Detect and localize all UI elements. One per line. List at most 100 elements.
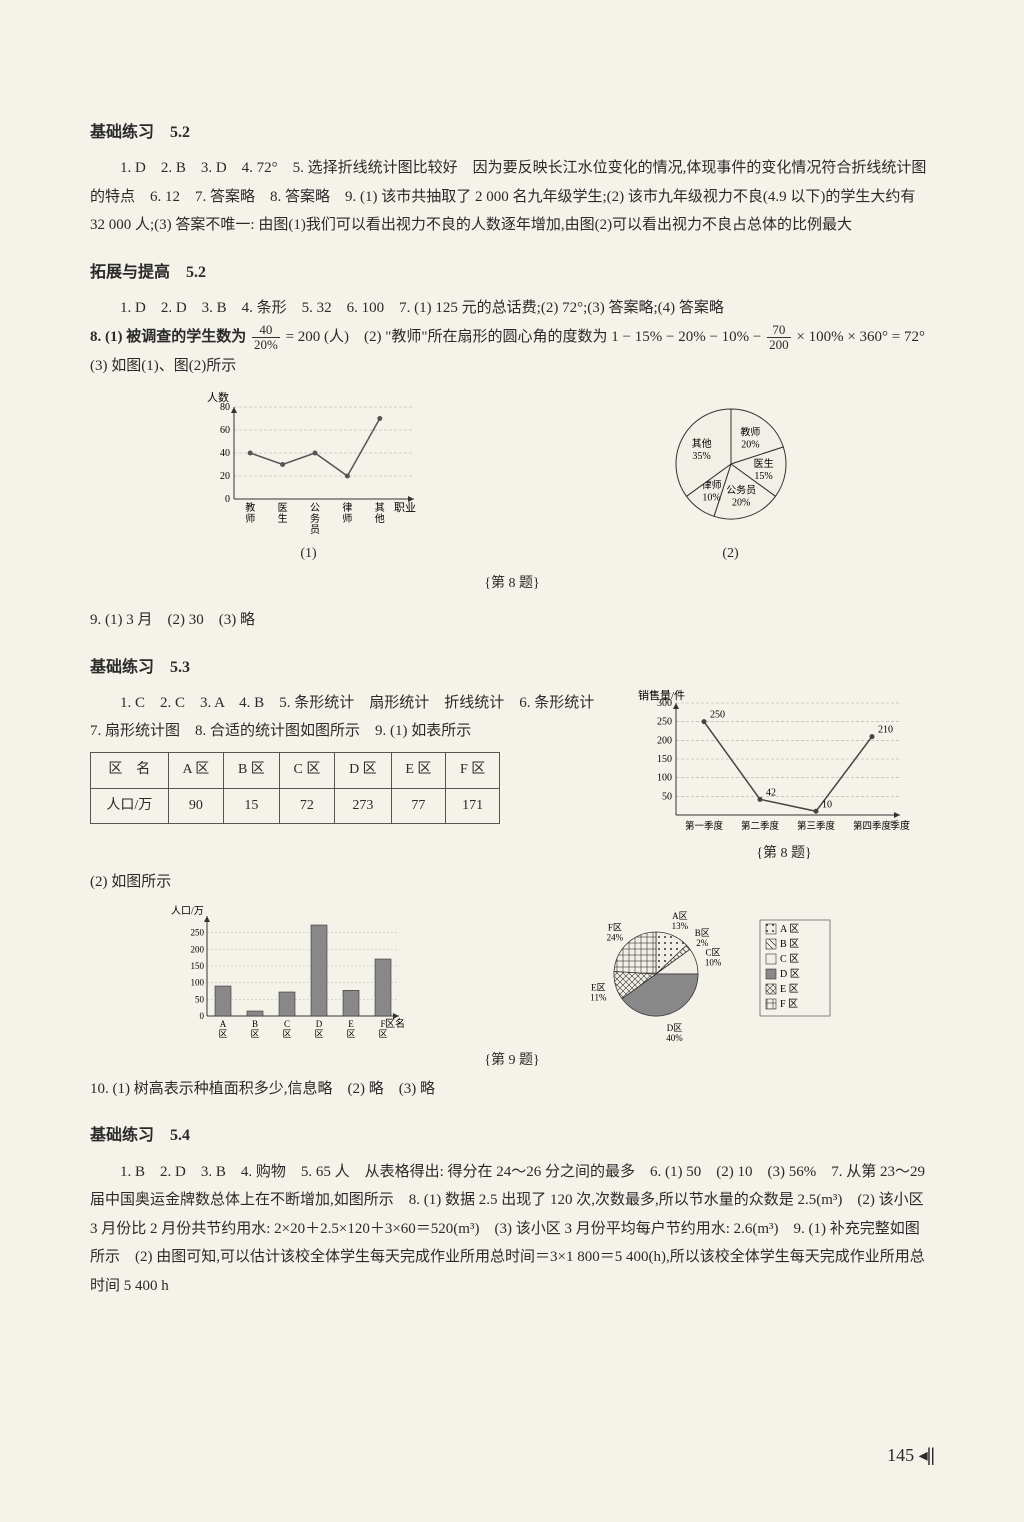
s53-bar-chart: 人口/万050100150200250A区B区C区D区E区F区区名 [169, 904, 409, 1044]
svg-text:10: 10 [822, 799, 832, 810]
svg-text:210: 210 [878, 725, 893, 736]
page-marker-icon: ◂|| [919, 1445, 934, 1465]
svg-text:10%: 10% [704, 958, 721, 968]
svg-text:C 区: C 区 [780, 953, 799, 965]
svg-text:医: 医 [277, 502, 287, 514]
svg-text:60: 60 [220, 425, 230, 436]
fig9-row: 人口/万050100150200250A区B区C区D区E区F区区名 A区13%B… [90, 904, 934, 1044]
fig8-label: {第 8 题} [90, 571, 934, 598]
svg-text:A 区: A 区 [780, 923, 799, 935]
frac-1: 40 20% [252, 323, 280, 353]
q8-piecap: (2) [631, 541, 831, 568]
section-title-5-2: 基础练习 5.2 [90, 118, 934, 148]
svg-text:务: 务 [310, 512, 320, 525]
section-title-t5-2: 拓展与提高 5.2 [90, 258, 934, 288]
svg-text:A区: A区 [672, 911, 688, 921]
s53-right: 销售量/件501001502002503002504210210第一季度第二季度… [634, 689, 934, 868]
q8-pie-chart: 教师20%医生15%公务员20%律师10%其他35% [631, 389, 831, 539]
svg-text:D区: D区 [666, 1023, 682, 1033]
s53-sales-chart: 销售量/件501001502002503002504210210第一季度第二季度… [634, 689, 914, 839]
svg-text:13%: 13% [671, 921, 688, 931]
fig8-row: 人数020406080教师医生公务员律师其他职业 (1) 教师20%医生15%公… [90, 389, 934, 568]
svg-text:0: 0 [225, 494, 230, 505]
svg-text:24%: 24% [606, 932, 623, 942]
svg-text:20%: 20% [732, 497, 750, 508]
svg-text:生: 生 [277, 512, 287, 525]
svg-text:律: 律 [342, 501, 352, 514]
svg-text:250: 250 [657, 717, 672, 728]
svg-text:区: 区 [218, 1029, 227, 1039]
section-5-2-body: 1. D 2. B 3. D 4. 72° 5. 选择折线统计图比较好 因为要反… [90, 154, 934, 240]
svg-text:公务员: 公务员 [726, 483, 756, 496]
t52-line1: 1. D 2. D 3. B 4. 条形 5. 32 6. 100 7. (1)… [90, 294, 934, 323]
section-title-5-4: 基础练习 5.4 [90, 1121, 934, 1151]
svg-text:150: 150 [657, 754, 672, 765]
svg-text:其他: 其他 [691, 437, 711, 450]
svg-text:200: 200 [190, 944, 204, 954]
fig8b-label: {第 8 题} [634, 841, 934, 868]
svg-text:42: 42 [766, 787, 776, 798]
svg-text:150: 150 [190, 961, 204, 971]
page-number: 145 ◂|| [887, 1438, 934, 1472]
svg-text:250: 250 [710, 710, 725, 721]
svg-text:100: 100 [190, 978, 204, 988]
svg-text:E区: E区 [591, 983, 606, 993]
q8-a: 8. (1) 被调查的学生数为 [90, 329, 250, 345]
svg-text:10%: 10% [702, 493, 720, 504]
svg-text:20: 20 [220, 471, 230, 482]
svg-text:E 区: E 区 [780, 983, 799, 995]
s53-left: 1. C 2. C 3. A 4. B 5. 条形统计 扇形统计 折线统计 6.… [90, 689, 614, 868]
svg-text:医生: 医生 [753, 457, 773, 470]
svg-text:区: 区 [250, 1029, 259, 1039]
page: 基础练习 5.2 1. D 2. B 3. D 4. 72° 5. 选择折线统计… [0, 0, 1024, 1522]
q8-b: = 200 (人) (2) "教师"所在扇形的圆心角的度数为 1 − 15% −… [286, 329, 766, 345]
svg-text:40%: 40% [666, 1033, 683, 1043]
svg-text:A: A [219, 1019, 226, 1029]
s53-aftertable: (2) 如图所示 [90, 868, 934, 897]
svg-text:2%: 2% [696, 938, 709, 948]
q8-line-chart: 人数020406080教师医生公务员律师其他职业 [194, 389, 424, 539]
svg-text:公: 公 [310, 503, 320, 514]
svg-text:11%: 11% [590, 993, 607, 1003]
svg-text:F 区: F 区 [780, 998, 798, 1010]
svg-text:人口/万: 人口/万 [171, 905, 204, 917]
svg-text:第二季度: 第二季度 [741, 820, 780, 832]
s53-q10: 10. (1) 树高表示种植面积多少,信息略 (2) 略 (3) 略 [90, 1075, 934, 1104]
svg-text:D 区: D 区 [780, 968, 800, 980]
svg-text:其: 其 [374, 502, 384, 514]
s53-table: 区 名A 区B 区C 区D 区E 区F 区人口/万90157227377171 [90, 752, 500, 824]
svg-text:教: 教 [245, 501, 255, 514]
svg-text:区名: 区名 [385, 1017, 405, 1030]
q8-piechart-wrap: 教师20%医生15%公务员20%律师10%其他35% (2) [631, 389, 831, 568]
svg-text:区: 区 [378, 1029, 387, 1039]
svg-text:师: 师 [245, 512, 255, 525]
svg-text:职业: 职业 [394, 501, 416, 514]
fig9-label: {第 9 题} [90, 1048, 934, 1075]
svg-text:B 区: B 区 [780, 938, 799, 950]
svg-text:15%: 15% [754, 471, 772, 482]
svg-text:第四季度: 第四季度 [853, 820, 892, 832]
svg-text:季度: 季度 [890, 819, 910, 832]
svg-text:D: D [315, 1019, 322, 1029]
svg-text:他: 他 [374, 512, 384, 525]
svg-text:40: 40 [220, 448, 230, 459]
svg-text:300: 300 [657, 698, 672, 709]
svg-text:50: 50 [195, 994, 205, 1004]
svg-text:区: 区 [314, 1029, 323, 1039]
svg-text:250: 250 [190, 928, 204, 938]
svg-text:B区: B区 [694, 928, 709, 938]
frac-2: 70 200 [767, 323, 791, 353]
svg-text:100: 100 [657, 773, 672, 784]
svg-text:0: 0 [199, 1011, 204, 1021]
q8-linecap: (1) [194, 541, 424, 568]
svg-text:C: C [283, 1019, 289, 1029]
q8-linechart-wrap: 人数020406080教师医生公务员律师其他职业 (1) [194, 389, 424, 568]
svg-text:35%: 35% [692, 451, 710, 462]
svg-text:第一季度: 第一季度 [685, 820, 724, 832]
svg-text:第三季度: 第三季度 [797, 820, 836, 832]
s53-body: 1. C 2. C 3. A 4. B 5. 条形统计 扇形统计 折线统计 6.… [90, 689, 614, 746]
svg-text:200: 200 [657, 735, 672, 746]
svg-text:区: 区 [282, 1029, 291, 1039]
svg-text:区: 区 [346, 1029, 355, 1039]
s54-body: 1. B 2. D 3. B 4. 购物 5. 65 人 从表格得出: 得分在 … [90, 1158, 934, 1301]
